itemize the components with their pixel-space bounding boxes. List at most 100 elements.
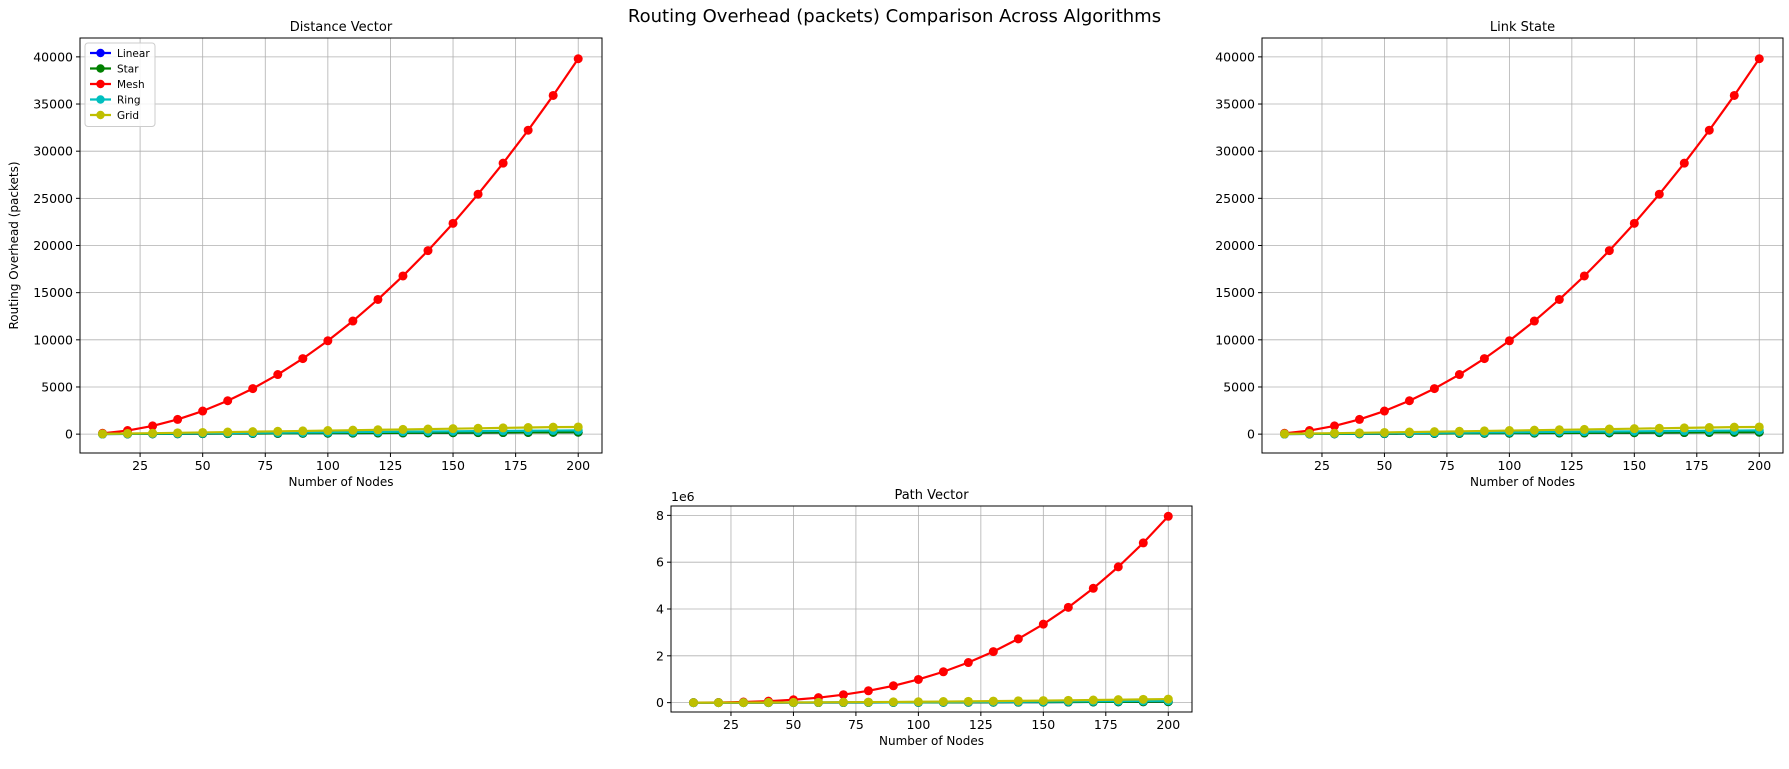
x-tick-label: 75: [257, 458, 273, 473]
y-tick-label: 2: [656, 648, 664, 663]
data-point-mesh: [498, 158, 508, 168]
data-point-mesh: [473, 189, 483, 199]
data-point-mesh: [423, 246, 433, 256]
y-tick-label: 25000: [33, 191, 73, 206]
data-point-grid: [298, 426, 308, 436]
y-tick-label: 25000: [1215, 191, 1255, 206]
y-tick-label: 8: [656, 508, 664, 523]
data-point-grid: [273, 426, 283, 436]
data-point-grid: [198, 427, 208, 437]
x-tick-label: 50: [1376, 458, 1392, 473]
data-point-grid: [913, 697, 923, 707]
x-tick-label: 200: [1747, 458, 1771, 473]
y-tick-label: 35000: [33, 97, 73, 112]
data-point-mesh: [1529, 316, 1539, 326]
data-point-mesh: [1654, 189, 1664, 199]
x-tick-label: 125: [969, 717, 993, 732]
data-point-mesh: [1163, 511, 1173, 521]
data-point-mesh: [273, 370, 283, 380]
data-point-grid: [1679, 423, 1689, 433]
data-point-mesh: [988, 647, 998, 657]
x-axis-label: Number of Nodes: [879, 734, 984, 748]
data-point-mesh: [298, 354, 308, 364]
data-point-mesh: [173, 414, 183, 424]
data-point-mesh: [1479, 354, 1489, 364]
data-point-mesh: [1379, 406, 1389, 416]
data-point-mesh: [1038, 619, 1048, 629]
x-tick-label: 150: [441, 458, 465, 473]
subplot-distance-vector: 25 50 75 100 125 150 175 200 0 5000 10000 15000 2000…: [7, 20, 603, 489]
x-tick-label: 100: [906, 717, 930, 732]
data-point-grid: [448, 424, 458, 434]
data-point-mesh: [1604, 246, 1614, 256]
data-point-grid: [1329, 428, 1339, 438]
data-point-grid: [1013, 696, 1023, 706]
data-point-grid: [1604, 424, 1614, 434]
x-tick-label: 175: [1094, 717, 1118, 732]
x-tick-label: 150: [1622, 458, 1646, 473]
x-tick-label: 150: [1031, 717, 1055, 732]
data-point-grid: [688, 698, 698, 708]
data-point-grid: [498, 423, 508, 433]
y-tick-label: 35000: [1215, 97, 1255, 112]
data-point-grid: [548, 422, 558, 432]
data-point-grid: [1063, 695, 1073, 705]
figure-title: Routing Overhead (packets) Comparison Ac…: [627, 6, 1162, 27]
data-point-mesh: [148, 421, 158, 431]
data-point-mesh: [913, 674, 923, 684]
legend-box: [84, 42, 156, 127]
data-point-grid: [713, 698, 723, 708]
data-point-mesh: [348, 316, 358, 326]
data-point-mesh: [1404, 396, 1414, 406]
data-point-grid: [173, 428, 183, 438]
y-tick-label: 5000: [41, 379, 73, 394]
legend-label-grid: Grid: [117, 110, 139, 122]
data-point-grid: [248, 427, 258, 437]
y-tick-label: 20000: [1215, 238, 1255, 253]
data-point-mesh: [1754, 54, 1764, 64]
data-point-mesh: [1354, 414, 1364, 424]
data-point-grid: [963, 696, 973, 706]
series-line-mesh: [1284, 58, 1761, 435]
x-tick-label: 200: [1156, 717, 1180, 732]
y-tick-label: 0: [65, 427, 73, 442]
subplot-path-vector: 25 50 75 100 125 150 175 200 0 2 4 6 8 1e6 Path Vector…: [656, 488, 1193, 748]
data-point-grid: [1729, 422, 1739, 432]
data-point-mesh: [1138, 538, 1148, 548]
data-point-mesh: [1504, 336, 1514, 346]
x-tick-label: 200: [566, 458, 590, 473]
x-tick-label: 50: [195, 458, 211, 473]
data-point-grid: [573, 422, 583, 432]
data-point-mesh: [1454, 370, 1464, 380]
legend-label-linear: Linear: [117, 48, 150, 60]
data-point-grid: [1279, 429, 1289, 439]
data-point-mesh: [1579, 271, 1589, 281]
subplot-title: Distance Vector: [290, 20, 393, 35]
data-point-grid: [1554, 425, 1564, 435]
data-point-grid: [473, 423, 483, 433]
data-point-grid: [1579, 424, 1589, 434]
data-point-grid: [1429, 427, 1439, 437]
data-point-mesh: [1088, 583, 1098, 593]
data-point-mesh: [1704, 125, 1714, 135]
y-tick-label: 30000: [33, 144, 73, 159]
data-point-grid: [788, 697, 798, 707]
x-axis-label: Number of Nodes: [289, 475, 394, 489]
x-tick-label: 25: [132, 458, 148, 473]
subplot-title: Path Vector: [894, 488, 969, 503]
data-point-grid: [1038, 696, 1048, 706]
data-point-grid: [373, 425, 383, 435]
y-tick-label: 40000: [1215, 49, 1255, 64]
data-point-mesh: [863, 686, 873, 696]
y-tick-label: 10000: [1215, 332, 1255, 347]
data-point-mesh: [1629, 218, 1639, 228]
y-tick-label: 4: [656, 602, 664, 617]
data-point-mesh: [373, 294, 383, 304]
data-point-grid: [1404, 427, 1414, 437]
data-point-grid: [1754, 422, 1764, 432]
y-tick-label: 0: [656, 695, 664, 710]
data-point-mesh: [1554, 294, 1564, 304]
data-point-grid: [863, 697, 873, 707]
